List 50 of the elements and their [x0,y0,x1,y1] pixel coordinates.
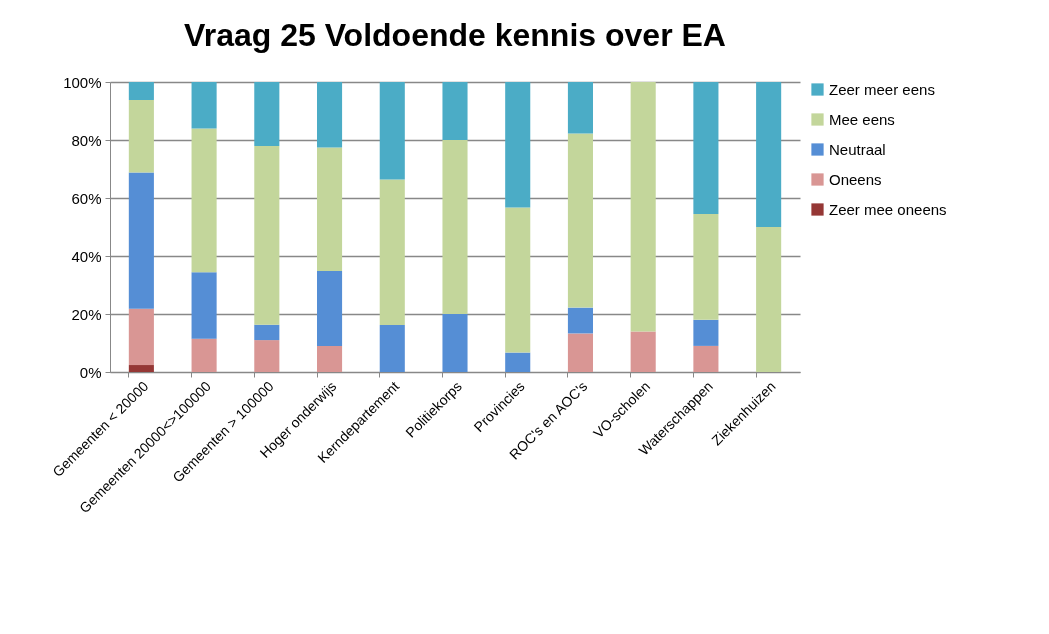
bar [567,133,593,308]
bar [191,82,217,129]
legend-label: Mee eens [829,110,895,128]
bar [505,82,531,208]
bar [254,82,280,147]
legend-label: Oneens [829,170,882,188]
bar [442,314,468,372]
bar [630,331,656,372]
bar [317,147,343,272]
bar [254,324,280,341]
bar [505,207,531,353]
y-tick-label: 80% [71,131,102,149]
bar [693,319,719,346]
legend-label: Neutraal [829,140,886,158]
bar [505,352,531,372]
bar [317,271,343,346]
legend-label: Zeer meer eens [829,80,935,98]
y-tick-label: 100% [63,73,102,91]
bar [693,213,719,320]
bar [128,365,154,372]
y-tick-label: 40% [71,247,102,265]
bar [442,82,468,140]
bar [567,307,593,334]
bar [191,338,217,372]
chart-title: Vraag 25 Voldoende kennis over EA [184,17,726,53]
bar [317,82,343,148]
bar [379,179,405,326]
bar [254,146,280,325]
bar [191,128,217,273]
bar [567,82,593,134]
bar [128,82,154,100]
y-tick-label: 0% [79,363,102,381]
bar [379,325,405,372]
bar [379,82,405,180]
bar [317,345,343,372]
bar [630,82,656,332]
bar [693,345,719,372]
bar [128,308,154,366]
bar [567,333,593,372]
legend-label: Zeer mee oneens [829,200,947,218]
bar [756,82,782,227]
y-tick-label: 20% [71,305,102,323]
bar [254,340,280,372]
bar [693,82,719,214]
bar [128,99,154,173]
bar [756,227,782,372]
bar [442,140,468,314]
bar [191,272,217,339]
y-tick-label: 60% [71,189,102,207]
bar [128,172,154,309]
